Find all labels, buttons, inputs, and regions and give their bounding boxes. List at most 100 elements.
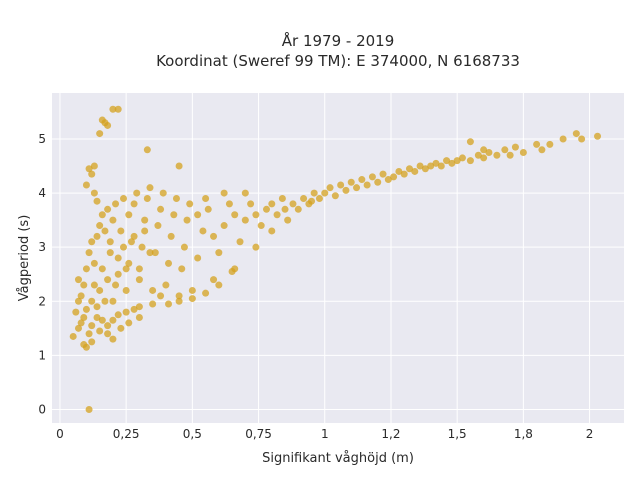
data-point <box>480 146 488 154</box>
y-tick-label: 1 <box>38 348 46 362</box>
data-point <box>448 159 456 167</box>
x-tick-label: 0,5 <box>183 427 202 441</box>
data-point <box>151 249 159 257</box>
data-point <box>278 194 286 202</box>
data-point <box>236 238 244 246</box>
data-point <box>93 303 101 311</box>
data-point <box>533 140 541 148</box>
data-point <box>188 286 196 294</box>
data-point <box>347 178 355 186</box>
data-point <box>308 197 316 205</box>
data-point <box>127 238 135 246</box>
data-point <box>326 184 334 192</box>
data-point <box>538 146 546 154</box>
data-point <box>210 232 218 240</box>
data-point <box>82 181 90 189</box>
data-point <box>98 265 106 273</box>
data-point <box>400 170 408 178</box>
data-point <box>80 314 88 322</box>
data-point <box>120 194 127 202</box>
data-point <box>104 330 112 338</box>
data-point <box>74 324 82 332</box>
data-point <box>117 227 125 235</box>
data-point <box>104 322 112 330</box>
data-point <box>180 243 188 251</box>
data-point <box>122 308 130 316</box>
data-point <box>175 162 183 170</box>
data-point <box>85 330 93 338</box>
data-point <box>90 189 98 197</box>
data-point <box>390 173 398 181</box>
data-point <box>194 254 202 262</box>
chart-title-line-2: Koordinat (Sweref 99 TM): E 374000, N 61… <box>156 52 520 70</box>
data-point <box>101 297 109 305</box>
data-point <box>143 194 151 202</box>
data-point <box>578 135 586 143</box>
data-point <box>109 335 117 343</box>
x-axis-ticks: 0 0,25 0,5 0,75 1 1,2 1,5 1,8 2 <box>56 427 593 441</box>
data-point <box>437 162 445 170</box>
data-point <box>109 316 117 324</box>
data-point <box>112 200 120 208</box>
data-point <box>263 205 270 213</box>
data-point <box>215 281 223 289</box>
data-point <box>80 281 88 289</box>
grid-lines <box>52 93 624 423</box>
data-point <box>114 254 122 262</box>
data-point <box>162 281 170 289</box>
chart-title-line-1: År 1979 - 2019 <box>282 31 395 50</box>
data-point <box>225 200 233 208</box>
data-point <box>104 276 112 284</box>
data-point <box>138 243 146 251</box>
data-point <box>368 173 376 181</box>
data-point <box>165 300 173 308</box>
data-point <box>178 265 186 273</box>
data-point <box>284 216 292 224</box>
data-point <box>379 170 387 178</box>
data-point <box>85 405 93 413</box>
data-point <box>210 276 218 284</box>
data-point <box>93 232 101 240</box>
y-tick-label: 0 <box>38 402 46 416</box>
data-point <box>202 289 210 297</box>
data-point <box>154 222 162 230</box>
data-point <box>289 200 297 208</box>
x-tick-label: 2 <box>586 427 594 441</box>
data-point <box>257 222 265 230</box>
data-point <box>90 259 98 267</box>
data-point <box>546 140 554 148</box>
data-point <box>122 286 130 294</box>
data-point <box>353 184 361 192</box>
data-point <box>252 243 260 251</box>
data-point <box>175 292 183 300</box>
data-point <box>135 303 143 311</box>
data-point <box>247 200 255 208</box>
data-point <box>241 216 249 224</box>
data-point <box>141 227 149 235</box>
data-point <box>273 211 281 219</box>
data-point <box>453 157 461 165</box>
y-axis-label: Vågperiod (s) <box>17 215 32 302</box>
data-point <box>125 259 133 267</box>
data-point <box>117 324 125 332</box>
data-point <box>228 268 236 276</box>
data-point <box>432 159 440 167</box>
data-point <box>167 232 175 240</box>
data-point <box>125 211 133 219</box>
data-point <box>501 146 509 154</box>
data-point <box>135 276 143 284</box>
y-tick-label: 5 <box>38 132 46 146</box>
data-point <box>90 281 98 289</box>
data-point <box>594 132 602 140</box>
data-point <box>125 319 133 327</box>
data-point <box>141 216 149 224</box>
data-point <box>159 189 167 197</box>
data-point <box>114 311 122 319</box>
data-point <box>252 211 260 219</box>
data-point <box>82 343 90 351</box>
data-point <box>268 200 276 208</box>
data-point <box>188 295 196 303</box>
x-tick-label: 0,25 <box>113 427 140 441</box>
data-point <box>85 249 93 257</box>
